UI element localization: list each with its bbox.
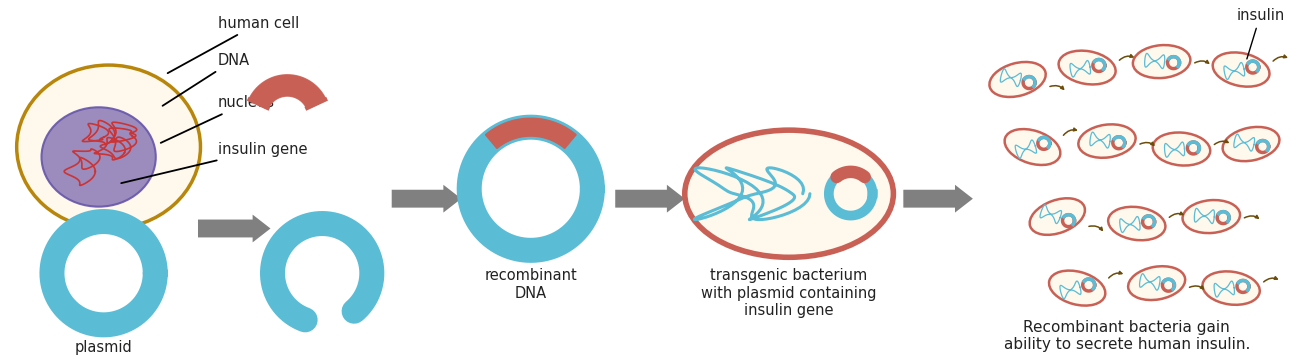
Ellipse shape xyxy=(1049,271,1105,306)
Ellipse shape xyxy=(1183,200,1240,233)
Ellipse shape xyxy=(1030,198,1086,235)
Text: insulin gene: insulin gene xyxy=(121,142,307,183)
FancyArrow shape xyxy=(903,185,972,213)
Ellipse shape xyxy=(685,130,893,257)
Text: human cell: human cell xyxy=(168,16,299,73)
Ellipse shape xyxy=(17,65,200,229)
Ellipse shape xyxy=(1153,132,1210,166)
FancyArrow shape xyxy=(391,185,462,213)
Ellipse shape xyxy=(42,107,156,206)
Ellipse shape xyxy=(1213,52,1270,87)
FancyArrow shape xyxy=(198,214,270,242)
Ellipse shape xyxy=(1132,45,1191,78)
Ellipse shape xyxy=(989,62,1045,97)
Text: DNA: DNA xyxy=(162,53,250,106)
Text: plasmid: plasmid xyxy=(74,340,133,355)
Text: Recombinant bacteria gain
ability to secrete human insulin.: Recombinant bacteria gain ability to sec… xyxy=(1004,320,1251,352)
Text: nucleus: nucleus xyxy=(161,95,274,143)
Ellipse shape xyxy=(1222,127,1279,161)
Ellipse shape xyxy=(1079,124,1136,158)
Polygon shape xyxy=(250,75,325,108)
FancyArrow shape xyxy=(615,185,685,213)
Text: recombinant
DNA: recombinant DNA xyxy=(485,268,577,301)
Ellipse shape xyxy=(1202,271,1260,305)
Text: transgenic bacterium
with plasmid containing
insulin gene: transgenic bacterium with plasmid contai… xyxy=(701,268,876,318)
Ellipse shape xyxy=(1108,207,1165,240)
Polygon shape xyxy=(485,118,576,148)
Text: insulin: insulin xyxy=(1236,8,1284,59)
Ellipse shape xyxy=(1058,51,1115,84)
Ellipse shape xyxy=(1005,129,1061,165)
Ellipse shape xyxy=(1128,266,1186,300)
